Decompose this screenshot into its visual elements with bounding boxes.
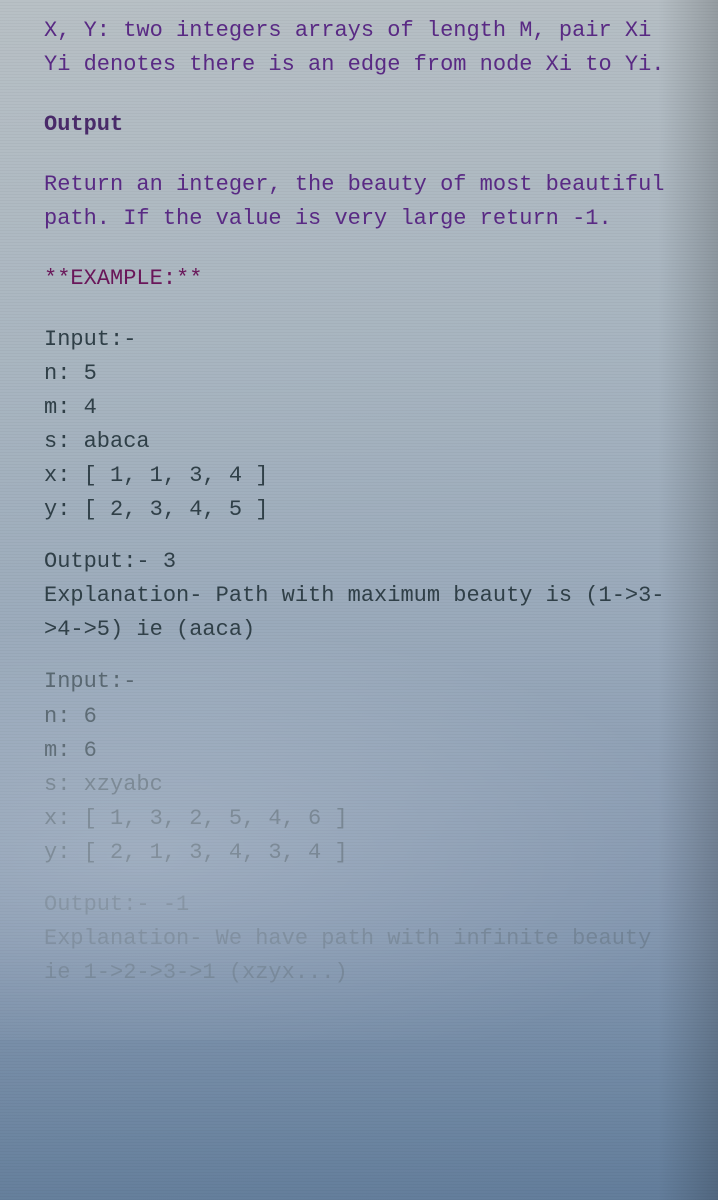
ex2-output-heading: Output:- -1 [44, 888, 700, 922]
spacer [44, 142, 700, 168]
code-document: X, Y: two integers arrays of length M, p… [0, 0, 718, 1010]
ex2-explanation-2: ie 1->2->3->1 (xzyx...) [44, 956, 700, 990]
ex2-input-heading: Input:- [44, 665, 700, 699]
ex2-m: m: 6 [44, 734, 700, 768]
spacer [44, 647, 700, 665]
ex2-y: y: [ 2, 1, 3, 4, 3, 4 ] [44, 836, 700, 870]
ex1-x: x: [ 1, 1, 3, 4 ] [44, 459, 700, 493]
ex1-input-heading: Input:- [44, 323, 700, 357]
intro-line-1: X, Y: two integers arrays of length M, p… [44, 14, 700, 48]
spacer [44, 297, 700, 323]
intro-line-2: Yi denotes there is an edge from node Xi… [44, 48, 700, 82]
ex2-s: s: xzyabc [44, 768, 700, 802]
ex2-x: x: [ 1, 3, 2, 5, 4, 6 ] [44, 802, 700, 836]
ex1-s: s: abaca [44, 425, 700, 459]
ex1-y: y: [ 2, 3, 4, 5 ] [44, 493, 700, 527]
ex1-n: n: 5 [44, 357, 700, 391]
output-body-2: path. If the value is very large return … [44, 202, 700, 236]
ex1-explanation-2: >4->5) ie (aaca) [44, 613, 700, 647]
ex2-n: n: 6 [44, 700, 700, 734]
ex1-output-heading: Output:- 3 [44, 545, 700, 579]
output-body-1: Return an integer, the beauty of most be… [44, 168, 700, 202]
spacer [44, 236, 700, 262]
spacer [44, 82, 700, 108]
ex1-explanation-1: Explanation- Path with maximum beauty is… [44, 579, 700, 613]
ex1-m: m: 4 [44, 391, 700, 425]
spacer [44, 527, 700, 545]
output-heading: Output [44, 108, 700, 142]
example-heading: **EXAMPLE:** [44, 262, 700, 296]
ex2-explanation-1: Explanation- We have path with infinite … [44, 922, 700, 956]
spacer [44, 870, 700, 888]
